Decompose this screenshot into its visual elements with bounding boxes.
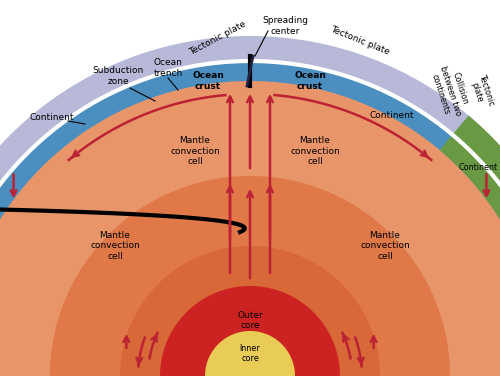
Text: Tectonic plate: Tectonic plate bbox=[329, 25, 391, 57]
Text: Continent: Continent bbox=[30, 113, 74, 122]
Text: Ocean
crust: Ocean crust bbox=[192, 71, 224, 91]
Polygon shape bbox=[0, 76, 500, 376]
Polygon shape bbox=[440, 115, 500, 275]
Text: Subduction
zone: Subduction zone bbox=[92, 66, 144, 86]
Text: Mantle
convection
cell: Mantle convection cell bbox=[290, 136, 340, 166]
Text: Tectonic
plate: Tectonic plate bbox=[468, 73, 496, 110]
Polygon shape bbox=[120, 246, 380, 376]
Polygon shape bbox=[0, 61, 500, 251]
Text: Collision
between two
continents: Collision between two continents bbox=[428, 62, 472, 120]
Text: Mantle
convection
cell: Mantle convection cell bbox=[170, 136, 220, 166]
Text: Continent: Continent bbox=[458, 164, 498, 173]
Text: Ocean
crust: Ocean crust bbox=[294, 71, 326, 91]
Text: Mantle
convection
cell: Mantle convection cell bbox=[90, 231, 140, 261]
Text: Continent: Continent bbox=[370, 112, 414, 120]
Text: Outer
core: Outer core bbox=[237, 310, 263, 330]
Text: Tectonic plate: Tectonic plate bbox=[188, 19, 248, 57]
Text: Ocean
trench: Ocean trench bbox=[154, 58, 182, 78]
Text: Mantle
convection
cell: Mantle convection cell bbox=[360, 231, 410, 261]
Polygon shape bbox=[160, 286, 340, 376]
Polygon shape bbox=[50, 176, 450, 376]
Polygon shape bbox=[205, 331, 295, 376]
Polygon shape bbox=[0, 36, 500, 376]
Text: Inner
core: Inner core bbox=[240, 344, 260, 363]
Text: Spreading
center: Spreading center bbox=[262, 16, 308, 36]
